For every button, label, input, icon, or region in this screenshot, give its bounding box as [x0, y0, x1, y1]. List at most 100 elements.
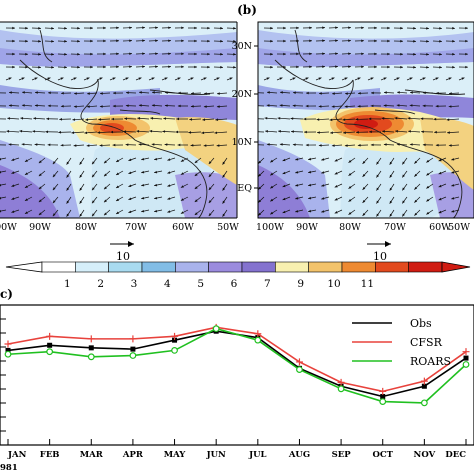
- wind-arrow: [38, 157, 46, 164]
- wind-arrow: [47, 104, 59, 108]
- wind-arrow: [97, 131, 111, 134]
- wind-arrow: [180, 183, 189, 188]
- wind-arrow: [270, 209, 278, 215]
- wind-arrow: [321, 183, 330, 187]
- wind-arrow: [161, 52, 172, 56]
- data-point-cfsr: [462, 348, 470, 356]
- data-point-cfsr: [46, 332, 54, 340]
- wind-arrow: [125, 104, 137, 108]
- wind-arrow: [83, 39, 94, 43]
- wind-arrow: [270, 157, 278, 163]
- colorbar-segment: [108, 261, 143, 273]
- wind-arrow: [289, 65, 300, 69]
- wind-vectors-b: [258, 26, 469, 217]
- wind-arrow: [187, 52, 198, 56]
- data-point-obs: [421, 383, 427, 389]
- panel-c-y-ticks: [0, 304, 6, 446]
- wind-arrow: [112, 91, 124, 95]
- wind-arrow: [321, 170, 330, 174]
- wind-arrow: [148, 52, 159, 55]
- wind-arrow: [203, 144, 215, 147]
- wind-arrow: [419, 40, 430, 43]
- x-tick-label: JUL: [248, 450, 266, 460]
- wind-arrow: [71, 131, 85, 134]
- wind-arrow: [344, 144, 356, 147]
- wind-arrow: [445, 39, 456, 43]
- wind-arrow: [8, 91, 20, 94]
- wind-arrow: [446, 118, 460, 121]
- wind-arrow: [383, 143, 395, 146]
- data-point-roars: [379, 398, 387, 406]
- colorbar-segment: [175, 261, 209, 273]
- wind-arrow: [270, 196, 278, 202]
- wind-arrow: [0, 157, 7, 161]
- wind-arrow: [263, 77, 270, 81]
- wind-arrow: [122, 77, 129, 81]
- wind-arrow: [189, 118, 202, 121]
- wind-arrow: [7, 117, 20, 120]
- wind-arrow: [315, 39, 326, 43]
- wind-arrow: [96, 26, 107, 30]
- wind-arrow: [5, 65, 16, 69]
- wind-arrow: [382, 130, 395, 133]
- wind-arrow: [396, 104, 408, 107]
- tick-label: 10N: [232, 137, 252, 148]
- wind-arrow: [258, 105, 265, 107]
- wind-arrow: [289, 39, 300, 43]
- colorbar-tick-label: 9: [297, 278, 304, 290]
- wind-arrow: [60, 91, 72, 95]
- wind-arrow: [414, 183, 421, 190]
- panel-a-frame: [0, 21, 238, 219]
- wind-arrow: [278, 130, 291, 133]
- tick-label: 90W: [296, 222, 318, 233]
- colorbar: 1 2 3 4 5 6 7 9 10 11: [5, 261, 471, 290]
- wind-arrow: [354, 65, 365, 69]
- wind-arrow: [154, 196, 163, 200]
- wind-arrow: [393, 39, 404, 43]
- wind-arrow: [148, 26, 159, 29]
- wind-arrow: [397, 91, 408, 94]
- colorbar-tick-label: 3: [131, 278, 138, 290]
- wind-arrow: [315, 77, 322, 81]
- wind-arrow: [83, 65, 94, 69]
- wind-arrow: [11, 157, 20, 161]
- wind-arrow: [38, 170, 46, 177]
- wind-arrow: [432, 77, 439, 81]
- wind-arrow: [334, 170, 343, 175]
- wind-arrow: [226, 52, 237, 56]
- wind-arrow: [213, 65, 224, 69]
- wind-arrow: [348, 209, 356, 215]
- wind-arrow: [5, 26, 16, 30]
- wind-arrow: [190, 144, 202, 147]
- x-tick-label: FEB: [40, 450, 60, 460]
- wind-arrow: [167, 209, 176, 213]
- wind-arrow: [448, 144, 460, 147]
- wind-arrow: [258, 144, 265, 146]
- wind-arrow: [451, 183, 460, 187]
- colorbar-segment: [375, 261, 409, 273]
- wind-arrow: [109, 77, 116, 81]
- wind-arrow: [318, 144, 330, 147]
- wind-arrow: [99, 144, 111, 147]
- wind-arrow: [380, 39, 391, 43]
- data-point-obs: [380, 393, 386, 399]
- wind-arrow: [66, 183, 72, 191]
- wind-arrow: [103, 196, 111, 203]
- wind-arrow: [451, 196, 460, 200]
- wind-arrow: [135, 77, 142, 81]
- wind-arrow: [96, 65, 107, 69]
- wind-arrow: [154, 183, 163, 187]
- wind-arrow: [18, 65, 29, 69]
- wind-arrow: [57, 77, 64, 81]
- wind-arrow: [161, 65, 172, 69]
- wind-arrow: [438, 170, 447, 175]
- wind-arrow: [395, 129, 408, 133]
- wind-arrow: [34, 104, 46, 107]
- wind-arrow: [426, 209, 434, 215]
- wind-arrow: [289, 77, 296, 81]
- wind-arrow: [401, 183, 408, 191]
- wind-arrow: [357, 91, 369, 95]
- wind-arrow: [190, 92, 202, 95]
- wind-arrow: [438, 209, 447, 214]
- wind-arrow: [328, 39, 339, 42]
